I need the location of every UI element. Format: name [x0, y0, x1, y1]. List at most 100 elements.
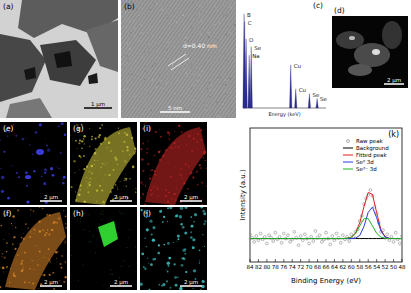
signal — [199, 249, 201, 251]
signal — [79, 189, 80, 190]
signal — [63, 281, 65, 283]
signal — [105, 174, 106, 175]
raw-point — [333, 239, 336, 242]
panel-label: (i) — [143, 124, 151, 133]
noise — [129, 21, 130, 22]
signal — [32, 211, 34, 213]
signal — [75, 191, 76, 192]
signal — [53, 221, 55, 223]
signal — [53, 221, 56, 224]
signal — [32, 153, 33, 154]
noise — [127, 88, 129, 89]
signal — [175, 146, 176, 147]
noise — [144, 79, 145, 80]
noise — [208, 32, 209, 33]
signal — [170, 147, 172, 149]
noise — [152, 79, 153, 80]
x-tick — [300, 259, 301, 262]
signal — [141, 253, 144, 256]
signal — [108, 288, 109, 289]
noise — [214, 28, 215, 29]
raw-point — [388, 239, 391, 242]
signal — [1, 253, 3, 255]
signal — [176, 188, 177, 189]
noise — [193, 85, 194, 86]
noise — [167, 18, 168, 19]
noise — [136, 9, 137, 10]
signal — [175, 214, 178, 217]
noise — [140, 47, 141, 48]
noise — [155, 110, 156, 111]
signal — [24, 251, 26, 253]
signal — [191, 150, 193, 152]
signal — [159, 159, 161, 161]
x-tick-label: 74 — [289, 264, 296, 270]
signal — [39, 258, 41, 260]
noise — [138, 35, 139, 36]
signal — [163, 216, 165, 218]
noise — [201, 10, 202, 11]
signal — [19, 243, 21, 245]
image-bg — [0, 122, 67, 205]
signal — [40, 283, 42, 285]
noise — [208, 36, 209, 37]
signal — [144, 268, 146, 270]
noise — [219, 107, 220, 108]
signal — [70, 186, 72, 188]
signal — [70, 135, 71, 137]
signal — [163, 244, 165, 246]
panel-label: (h) — [73, 209, 84, 218]
noise — [163, 50, 164, 51]
signal-region — [145, 127, 206, 205]
signal — [78, 280, 79, 281]
noise — [142, 32, 143, 33]
map-panel — [0, 207, 67, 290]
signal — [140, 197, 141, 198]
signal — [187, 178, 188, 179]
raw-point — [392, 241, 395, 244]
noise — [141, 8, 142, 9]
legend-label: Se⁰ 3d — [356, 159, 374, 165]
signal — [100, 167, 101, 168]
noise — [162, 88, 163, 89]
noise — [139, 40, 140, 41]
signal — [21, 270, 24, 273]
noise — [211, 1, 212, 2]
signal — [177, 238, 179, 240]
signal — [6, 251, 8, 253]
grain — [354, 43, 390, 67]
noise — [166, 83, 167, 84]
signal — [47, 229, 48, 230]
figure: (a)1 μmd=0.40 nm(b)5 nmBCOSeNaCuCuSeSeEn… — [0, 0, 411, 293]
signal — [180, 207, 184, 210]
noise — [173, 35, 174, 36]
grain — [348, 64, 372, 76]
signal — [126, 149, 128, 151]
image-bg — [121, 0, 236, 118]
panel-label: (c) — [313, 1, 323, 10]
signal — [46, 214, 48, 216]
signal — [91, 138, 93, 140]
signal — [135, 149, 136, 150]
noise — [165, 58, 166, 59]
signal — [19, 176, 20, 177]
signal — [96, 160, 98, 162]
signal — [184, 231, 187, 234]
x-tick-label: 64 — [331, 264, 338, 270]
signal — [142, 193, 144, 195]
signal — [102, 201, 104, 203]
signal — [206, 185, 207, 187]
signal — [168, 138, 170, 140]
noise — [173, 12, 174, 13]
signal — [200, 289, 201, 290]
noise — [137, 38, 138, 39]
signal — [204, 220, 206, 222]
signal — [102, 214, 103, 215]
signal — [135, 192, 137, 194]
noise — [166, 22, 167, 23]
raw-point — [386, 233, 389, 236]
raw-point — [335, 232, 338, 235]
signal — [134, 147, 136, 149]
signal — [197, 133, 199, 135]
noise — [140, 78, 141, 79]
